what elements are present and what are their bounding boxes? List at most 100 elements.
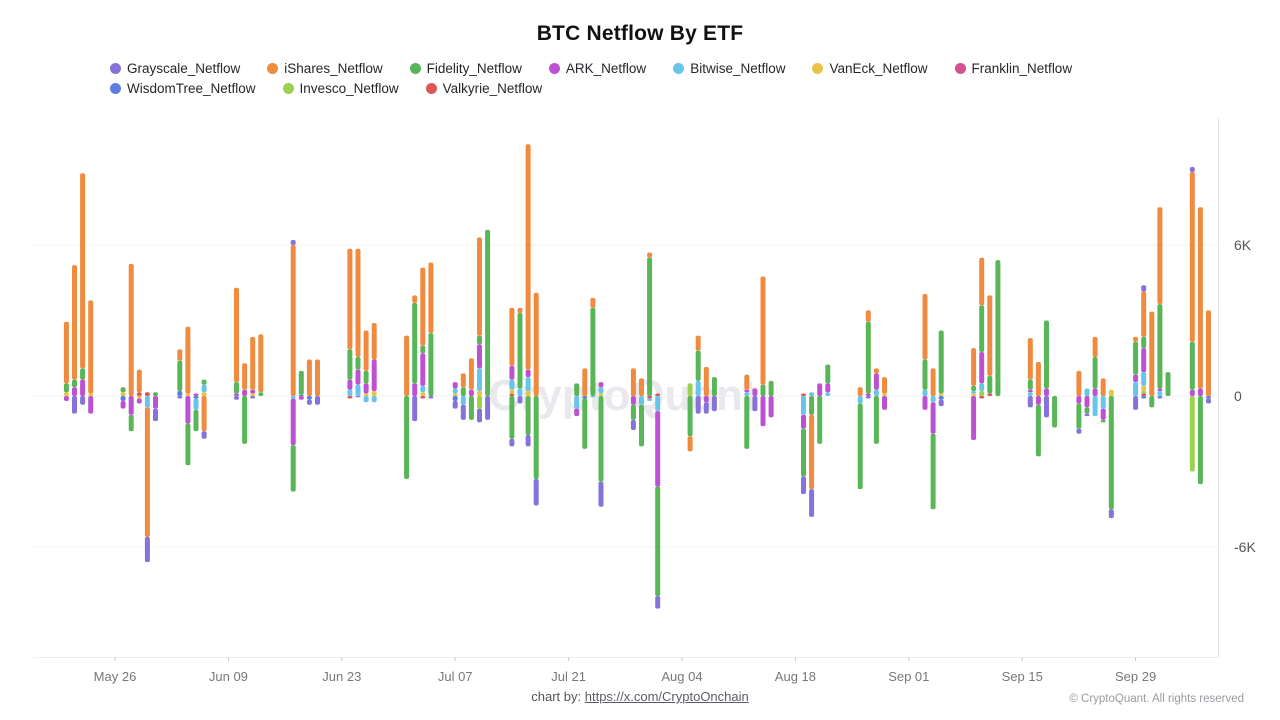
legend-item-vaneck_netflow[interactable]: VanEck_Netflow — [812, 61, 928, 76]
bar[interactable] — [801, 393, 806, 495]
bar[interactable] — [193, 393, 199, 432]
bar[interactable] — [938, 330, 944, 407]
bar[interactable] — [347, 248, 353, 399]
bar[interactable] — [525, 144, 531, 447]
bar[interactable] — [590, 297, 596, 398]
bar[interactable] — [412, 295, 418, 422]
bar[interactable] — [185, 326, 191, 466]
bar[interactable] — [404, 335, 410, 480]
bar[interactable] — [1092, 336, 1098, 417]
bar[interactable] — [711, 377, 717, 412]
bar[interactable] — [355, 248, 361, 398]
bar[interactable] — [865, 310, 871, 399]
bar[interactable] — [371, 323, 377, 403]
legend-item-wisdomtree_netflow[interactable]: WisdomTree_Netflow — [110, 81, 256, 96]
bar[interactable] — [1035, 362, 1041, 457]
bar[interactable] — [517, 307, 523, 404]
legend-item-ishares_netflow[interactable]: iShares_Netflow — [267, 61, 383, 76]
legend-item-grayscale_netflow[interactable]: Grayscale_Netflow — [110, 61, 240, 76]
bar[interactable] — [80, 173, 86, 405]
bar[interactable] — [752, 388, 758, 412]
bar[interactable] — [258, 334, 264, 396]
bar[interactable] — [809, 392, 815, 517]
bar[interactable] — [306, 359, 312, 405]
bar[interactable] — [242, 363, 248, 444]
bar[interactable] — [1149, 311, 1155, 408]
bar[interactable] — [1052, 396, 1058, 428]
bar[interactable] — [1076, 370, 1082, 434]
bar[interactable] — [647, 252, 653, 402]
bar[interactable] — [144, 392, 150, 563]
bar[interactable] — [768, 380, 774, 418]
bar[interactable] — [201, 379, 207, 439]
bar[interactable] — [971, 348, 977, 441]
bar[interactable] — [979, 257, 985, 399]
bar[interactable] — [922, 294, 928, 410]
bar[interactable] — [1084, 388, 1090, 417]
bar[interactable] — [598, 382, 604, 507]
legend-item-bitwise_netflow[interactable]: Bitwise_Netflow — [673, 61, 785, 76]
bar[interactable] — [290, 239, 296, 492]
legend-item-invesco_netflow[interactable]: Invesco_Netflow — [282, 81, 399, 96]
bar[interactable] — [882, 377, 887, 410]
bar[interactable] — [477, 237, 482, 423]
bar[interactable] — [630, 368, 636, 430]
legend-item-valkyrie_netflow[interactable]: Valkyrie_Netflow — [425, 81, 542, 96]
bar[interactable] — [452, 382, 458, 409]
bar[interactable] — [468, 358, 474, 420]
bar[interactable] — [1197, 207, 1203, 485]
bar[interactable] — [655, 393, 661, 609]
bar[interactable] — [857, 387, 863, 490]
bar[interactable] — [1027, 338, 1033, 408]
bar[interactable] — [509, 307, 515, 447]
bar[interactable] — [1108, 389, 1114, 519]
bar[interactable] — [1044, 320, 1049, 418]
bar[interactable] — [128, 263, 134, 432]
bar[interactable] — [930, 368, 936, 510]
legend-item-ark_netflow[interactable]: ARK_Netflow — [548, 61, 646, 76]
bar[interactable] — [873, 368, 879, 444]
bar[interactable] — [1189, 166, 1195, 472]
bar[interactable] — [120, 387, 126, 409]
bar[interactable] — [298, 370, 304, 400]
bar[interactable] — [1206, 310, 1211, 404]
bar[interactable] — [153, 392, 158, 422]
bar-segment-bitwise — [857, 396, 863, 404]
bar[interactable] — [825, 364, 831, 396]
bar[interactable] — [703, 367, 709, 414]
bar[interactable] — [428, 262, 434, 399]
bar[interactable] — [315, 359, 320, 405]
bar[interactable] — [1100, 378, 1106, 423]
legend-item-fidelity_netflow[interactable]: Fidelity_Netflow — [409, 61, 522, 76]
bar[interactable] — [695, 335, 701, 414]
bar[interactable] — [533, 292, 539, 506]
bar[interactable] — [639, 378, 644, 447]
bar[interactable] — [1157, 207, 1163, 399]
bar[interactable] — [177, 349, 183, 399]
bar[interactable] — [460, 373, 466, 420]
bar[interactable] — [760, 276, 766, 427]
chart-by-link[interactable]: https://x.com/CryptoOnchain — [584, 689, 749, 704]
bar[interactable] — [744, 374, 750, 449]
bar[interactable] — [420, 267, 426, 399]
bar[interactable] — [1165, 372, 1171, 396]
bar[interactable] — [995, 260, 1001, 396]
bar[interactable] — [1133, 336, 1139, 410]
bar[interactable] — [63, 321, 69, 402]
bar[interactable] — [72, 265, 77, 414]
bar[interactable] — [136, 369, 142, 404]
bar[interactable] — [687, 383, 693, 452]
bar[interactable] — [574, 383, 580, 417]
bar[interactable] — [363, 330, 369, 403]
bar-segment-grayscale — [428, 396, 434, 399]
bar[interactable] — [582, 368, 588, 449]
bar[interactable] — [88, 300, 94, 414]
bar[interactable] — [987, 295, 993, 396]
bar[interactable] — [817, 383, 823, 444]
bar[interactable] — [1141, 285, 1147, 399]
legend-item-franklin_netflow[interactable]: Franklin_Netflow — [954, 61, 1072, 76]
bar[interactable] — [485, 229, 491, 420]
bar[interactable] — [234, 287, 239, 400]
bar[interactable] — [250, 336, 256, 399]
